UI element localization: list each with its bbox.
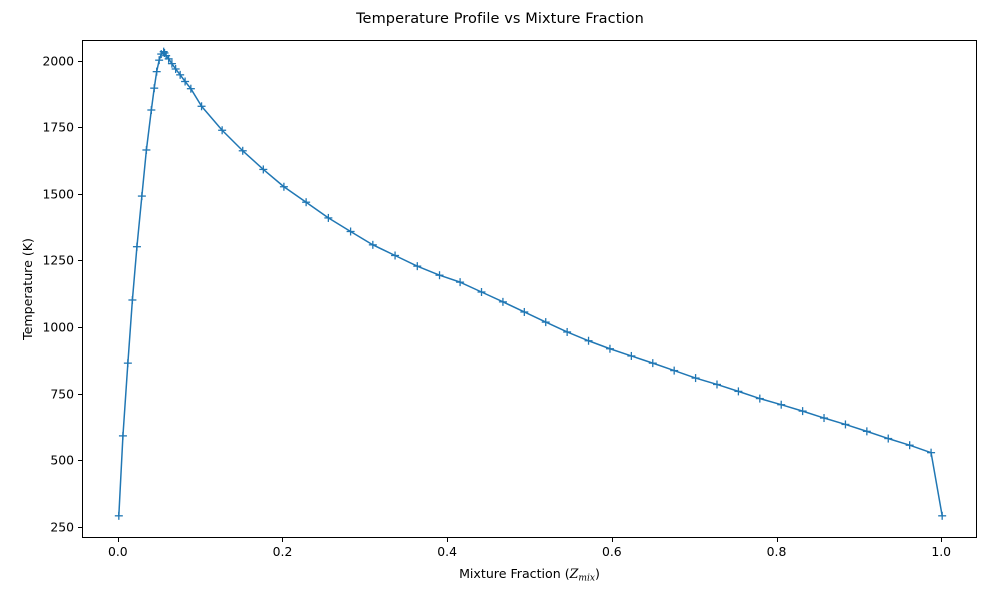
x-tick-label: 0.0 [107, 544, 128, 559]
x-tick-label: 1.0 [931, 544, 952, 559]
temperature-line [118, 50, 943, 517]
plot-area [82, 40, 977, 538]
x-tick-label: 0.4 [437, 544, 458, 559]
x-tick-mark [611, 538, 613, 542]
x-tick-label: 0.6 [601, 544, 622, 559]
y-tick-mark [78, 127, 82, 129]
x-tick-mark [941, 538, 943, 542]
y-tick-mark [78, 193, 82, 195]
y-tick-label: 1250 [42, 252, 74, 268]
x-axis-label-subscript: mix [578, 573, 596, 584]
temperature-markers [114, 47, 947, 520]
y-tick-label: 1750 [42, 119, 74, 135]
y-tick-mark [78, 460, 82, 462]
x-axis-label-suffix: ) [595, 566, 600, 581]
y-tick-mark [78, 526, 82, 528]
x-axis-label-prefix: Mixture Fraction ( [459, 566, 570, 581]
y-tick-mark [78, 60, 82, 62]
y-tick-mark [78, 393, 82, 395]
page-title: Temperature Profile vs Mixture Fraction [356, 11, 644, 27]
y-tick-label: 1000 [42, 319, 74, 335]
x-axis-label-variable: Z [569, 566, 579, 581]
x-tick-label: 0.8 [766, 544, 787, 559]
x-tick-mark [282, 538, 284, 542]
x-axis-label: Mixture Fraction (Zmix) [82, 566, 977, 584]
x-tick-mark [117, 538, 119, 542]
x-tick-label: 0.2 [272, 544, 293, 559]
x-tick-mark [776, 538, 778, 542]
line-chart-svg [114, 47, 947, 520]
y-tick-label: 750 [50, 386, 74, 402]
y-tick-label: 2000 [42, 53, 74, 69]
y-tick-label: 500 [50, 452, 74, 468]
x-tick-mark [447, 538, 449, 542]
x-axis-tick-labels: 0.0 0.2 0.4 0.6 0.8 1.0 [82, 544, 977, 564]
y-tick-mark [78, 260, 82, 262]
y-tick-mark [78, 326, 82, 328]
y-axis-label: Temperature (K) [20, 238, 35, 340]
y-axis-tick-labels: 250 500 750 1000 1250 1500 1750 2000 [10, 40, 74, 538]
y-tick-label: 250 [50, 519, 74, 535]
y-tick-label: 1500 [42, 186, 74, 202]
